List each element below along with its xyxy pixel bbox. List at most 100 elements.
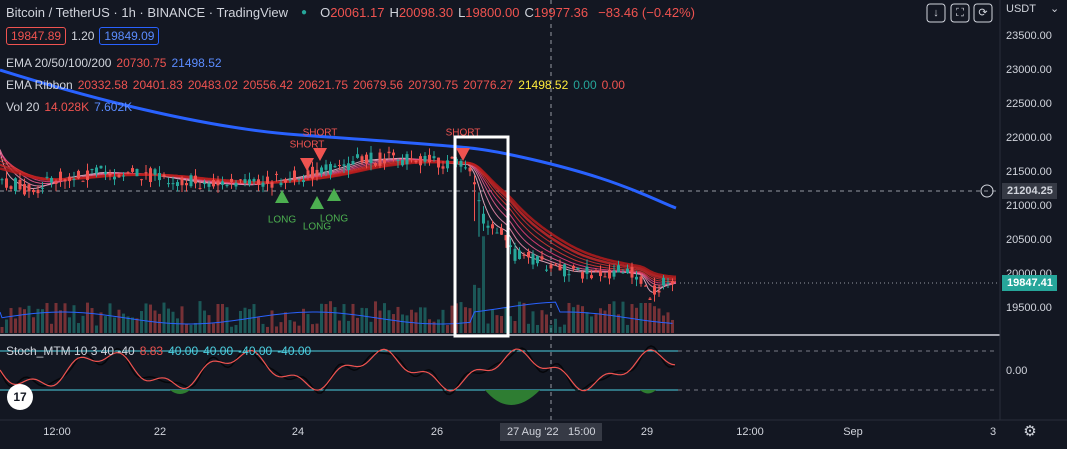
- candle-body: [248, 179, 251, 185]
- candle-body: [117, 174, 121, 178]
- settings-button[interactable]: ⚙: [1023, 423, 1036, 440]
- candle-body: [572, 265, 575, 269]
- candle-body: [612, 270, 616, 277]
- candle-body: [297, 178, 301, 180]
- volume-bar: [9, 308, 13, 333]
- candle-body: [500, 228, 503, 235]
- volume-bar: [284, 312, 287, 333]
- candle-body: [104, 171, 107, 175]
- crosshair-plus[interactable]: [980, 184, 994, 198]
- volume-bar: [581, 306, 584, 333]
- candle-body: [671, 281, 674, 285]
- candle-body: [356, 154, 359, 158]
- volume-bar: [189, 324, 193, 333]
- candle-body: [329, 164, 332, 175]
- candle-body: [441, 166, 445, 169]
- last-price-bg: [1002, 275, 1057, 291]
- volume-bar: [36, 308, 40, 333]
- candle-body: [392, 152, 395, 156]
- toolbar-button[interactable]: [950, 3, 970, 23]
- volume-bar: [0, 326, 4, 333]
- indicator-value: 20679.56: [353, 78, 404, 92]
- indicator-value: 20483.02: [187, 78, 238, 92]
- osc-signal: [0, 345, 676, 396]
- candle-body: [342, 164, 346, 166]
- volume-bar: [648, 303, 652, 333]
- toolbar-button[interactable]: [926, 3, 946, 23]
- volume-bar: [27, 305, 31, 333]
- volume-bar: [311, 324, 314, 333]
- ema-ribbon-line: [0, 161, 677, 279]
- osc-tick-label: 0.00: [1006, 365, 1027, 377]
- crosshair-price: 21204.25: [1007, 185, 1053, 197]
- volume-bar: [176, 318, 179, 333]
- volume-bar: [554, 318, 557, 333]
- volume-bar: [369, 321, 373, 333]
- sell-button[interactable]: 19847.89: [6, 27, 67, 45]
- candle-body: [558, 264, 562, 271]
- volume-bar: [428, 319, 431, 333]
- candle-body: [18, 179, 22, 190]
- ema-ribbon-line: [0, 151, 677, 286]
- candle-body: [72, 179, 76, 181]
- volume-bar: [617, 314, 620, 333]
- signal-label: SHORT: [290, 140, 325, 151]
- volume-bar: [365, 308, 368, 333]
- volume-bar: [279, 322, 283, 333]
- volume-bar: [603, 310, 607, 333]
- indicator-value: 20730.75: [408, 78, 459, 92]
- candle-body: [621, 272, 625, 274]
- candle-body: [486, 225, 490, 228]
- volume-bar: [378, 310, 382, 333]
- ohlc: O20061.17 H20098.30 L19800.00 C19977.36: [320, 5, 593, 20]
- candle-body: [509, 245, 512, 247]
- candle-body: [527, 251, 530, 258]
- toolbar-button[interactable]: [973, 3, 993, 23]
- time-tick-label: 3: [990, 426, 996, 438]
- volume-bar: [180, 306, 184, 333]
- candle-body: [585, 266, 589, 274]
- volume-bar: [212, 323, 215, 333]
- candle-body: [153, 169, 157, 175]
- volume-ma: [0, 301, 673, 325]
- indicator-value: 20730.75: [116, 56, 167, 70]
- volume-bar: [360, 307, 364, 333]
- candle-body: [293, 170, 296, 181]
- volume-bar: [576, 304, 580, 333]
- candle-body: [495, 232, 499, 234]
- volume-bar: [338, 320, 341, 333]
- price-tick-label: 22000.00: [1006, 132, 1052, 144]
- volume-bar: [86, 302, 89, 333]
- candle-body: [428, 154, 431, 163]
- signal-label: LONG: [268, 215, 297, 226]
- candle-body: [14, 178, 17, 192]
- volume-bar: [572, 307, 575, 333]
- indicator-value: 21498.52: [518, 78, 569, 92]
- volume-bar: [342, 304, 346, 333]
- volume-bar: [504, 306, 508, 333]
- volume-bar: [23, 309, 26, 333]
- currency-caret[interactable]: ⌄: [1050, 3, 1059, 15]
- candle-body: [531, 253, 535, 265]
- candle-body: [284, 179, 287, 183]
- buy-button[interactable]: 19849.09: [99, 27, 160, 45]
- candle-body: [594, 270, 598, 272]
- volume-bar: [306, 314, 310, 333]
- volume-bar: [513, 321, 517, 333]
- candle-body: [68, 176, 71, 182]
- crosshair-time-bg: [500, 423, 602, 441]
- time-tick-label: 12:00: [43, 426, 71, 438]
- indicator-value: 0.00: [601, 78, 625, 92]
- candle-body: [257, 179, 260, 186]
- volume-bar: [545, 314, 548, 333]
- volume-bar: [594, 314, 598, 333]
- volume-bar: [671, 319, 674, 333]
- symbol-title: Bitcoin / TetherUS · 1h · BINANCE · Trad…: [6, 5, 289, 20]
- volume-bar: [423, 307, 427, 333]
- candle-body: [437, 157, 440, 168]
- volume-bar: [171, 311, 175, 333]
- crosshair-time: 15:00: [568, 426, 596, 438]
- candle-body: [644, 285, 647, 287]
- logo-bg: [7, 384, 33, 410]
- candle-body: [50, 177, 53, 183]
